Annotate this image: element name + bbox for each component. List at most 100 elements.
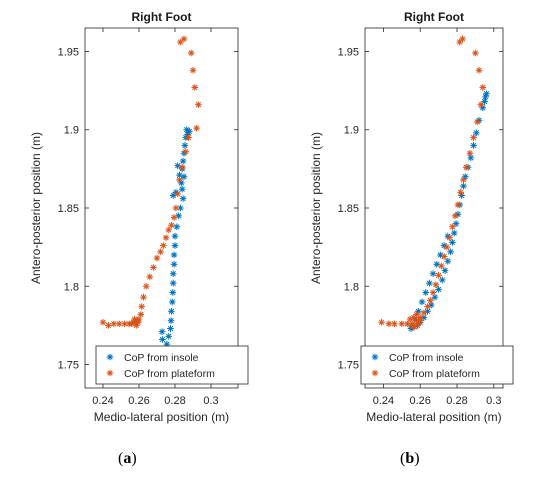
data-point (168, 221, 175, 229)
data-point (459, 35, 466, 43)
data-point (168, 308, 175, 315)
caption-a: (a) (118, 450, 137, 468)
data-point (140, 293, 147, 301)
data-point (180, 35, 188, 43)
data-point (169, 289, 177, 296)
data-point (131, 315, 138, 323)
data-point (174, 162, 181, 170)
x-tick-label: 0.24 (373, 395, 394, 407)
data-point (462, 164, 470, 171)
data-point (99, 318, 107, 326)
data-point (165, 226, 172, 234)
data-point (191, 84, 199, 91)
x-tick-label: 0.28 (446, 395, 467, 407)
data-point (435, 272, 442, 279)
data-point (438, 276, 446, 284)
data-point (398, 320, 406, 328)
data-point (121, 320, 128, 328)
data-point (162, 234, 170, 242)
data-point (447, 248, 454, 256)
data-point (420, 309, 428, 317)
data-point (167, 317, 175, 324)
y-tick-label: 1.75 (338, 360, 359, 372)
axes-box (364, 27, 504, 389)
data-point (483, 90, 490, 98)
data-point (427, 297, 434, 304)
data-point (142, 282, 150, 290)
data-point (413, 311, 420, 318)
x-tick-label: 0.3 (486, 395, 501, 407)
data-point (195, 101, 202, 108)
data-point (172, 204, 180, 212)
series-plateform (99, 35, 202, 329)
data-point (451, 212, 459, 220)
data-point (193, 124, 200, 132)
x-axis-label: Medio-lateral position (m) (366, 410, 501, 424)
data-point (460, 176, 467, 184)
legend-marker (106, 353, 114, 361)
x-tick-label: 0.3 (203, 395, 218, 407)
data-point (167, 325, 174, 332)
series-plateform (378, 35, 487, 331)
data-point (110, 320, 118, 328)
data-point (438, 262, 445, 270)
data-point (457, 189, 464, 196)
data-point (446, 234, 453, 242)
data-point (426, 279, 433, 287)
data-point (472, 49, 479, 57)
data-point (416, 317, 424, 324)
y-axis-label: Antero-posterior position (m) (309, 132, 323, 284)
data-point (424, 303, 431, 310)
data-point (440, 253, 448, 260)
legend-marker (371, 353, 379, 361)
data-point (378, 318, 385, 326)
data-point (456, 38, 464, 46)
legend-box (360, 345, 514, 385)
data-point (105, 322, 112, 329)
x-tick-label: 0.28 (164, 395, 185, 407)
y-tick-label: 1.95 (338, 46, 359, 58)
caption-b-text: (b) (400, 450, 420, 467)
data-point (171, 242, 179, 249)
legend-marker (371, 369, 379, 377)
panel-a: Right Foot 0.24 0.26 0.28 0.3 1.75 1.8 1.85 1.9 1… (29, 10, 249, 424)
data-point (181, 142, 189, 149)
legend-box (95, 345, 249, 385)
data-point (429, 289, 437, 296)
data-point (475, 66, 483, 74)
data-point (473, 129, 480, 137)
data-point (450, 229, 458, 237)
data-point (115, 320, 123, 328)
data-point (473, 118, 481, 126)
data-point (391, 320, 398, 328)
data-point (170, 251, 178, 259)
data-point (482, 93, 489, 101)
data-point (146, 273, 154, 281)
data-point (170, 214, 178, 221)
y-tick-label: 1.9 (64, 125, 79, 137)
data-point (169, 279, 177, 287)
data-point (160, 242, 167, 249)
data-point (479, 84, 487, 91)
data-point (429, 270, 437, 278)
data-point (406, 315, 414, 323)
data-point (454, 201, 462, 209)
x-axis-label: Medio-lateral position (m) (94, 410, 229, 424)
legend: CoP from insole CoP from plateform (95, 345, 249, 385)
legend-label: CoP from plateform (124, 368, 215, 380)
data-point (157, 248, 164, 256)
data-point (415, 308, 422, 315)
axes-box (84, 27, 239, 389)
x-tick-label: 0.26 (128, 395, 149, 407)
data-point (449, 223, 456, 231)
y-tick-label: 1.75 (58, 360, 79, 372)
data-point (169, 298, 176, 306)
data-point (153, 254, 161, 262)
y-tick-label: 1.95 (58, 46, 79, 58)
data-point (189, 66, 197, 74)
data-point (443, 243, 451, 251)
data-point (422, 289, 430, 296)
data-point (432, 281, 440, 288)
data-point (159, 336, 166, 343)
data-point (169, 270, 177, 278)
